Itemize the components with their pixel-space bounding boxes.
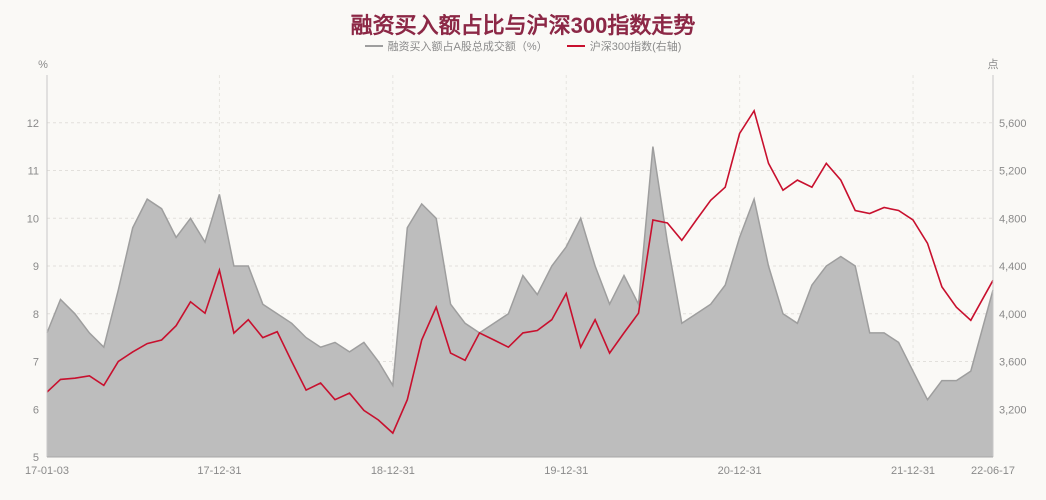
right-axis-unit: 点 bbox=[988, 58, 999, 71]
right-axis-tick-label: 4,000 bbox=[999, 309, 1027, 321]
legend-swatch-red bbox=[566, 45, 585, 47]
legend-label: 融资买入额占A股总成交额（%） bbox=[387, 41, 548, 53]
legend: 融资买入额占A股总成交额（%） 沪深300指数(右轴) bbox=[0, 38, 1046, 54]
left-axis-tick-label: 6 bbox=[33, 404, 39, 416]
hs300-line bbox=[46, 108, 994, 435]
left-axis-tick-label: 5 bbox=[33, 452, 39, 464]
x-axis-tick-label: 17-01-03 bbox=[25, 465, 69, 477]
right-axis-tick-label: 4,800 bbox=[999, 213, 1027, 225]
legend-swatch-gray bbox=[364, 45, 383, 47]
left-axis-tick-label: 12 bbox=[27, 118, 39, 130]
x-axis-tick-label: 18-12-31 bbox=[371, 465, 415, 477]
right-axis-tick-label: 5,200 bbox=[999, 166, 1027, 178]
right-axis-tick-label: 3,600 bbox=[999, 357, 1027, 369]
left-axis-tick-label: 10 bbox=[27, 213, 39, 225]
x-axis-tick-label: 22-06-17 bbox=[971, 465, 1015, 477]
left-axis-tick-label: 9 bbox=[33, 261, 39, 273]
x-axis-tick-label: 19-12-31 bbox=[544, 465, 588, 477]
x-axis-tick-label: 20-12-31 bbox=[718, 465, 762, 477]
legend-item-hs300: 沪深300指数(右轴) bbox=[566, 38, 682, 54]
left-axis-unit: % bbox=[38, 59, 48, 71]
x-axis-tick-label: 17-12-31 bbox=[197, 465, 241, 477]
right-axis-tick-label: 4,400 bbox=[999, 261, 1027, 273]
right-axis-tick-label: 5,600 bbox=[999, 118, 1027, 130]
left-axis-tick-label: 8 bbox=[33, 309, 39, 321]
left-axis-tick-label: 11 bbox=[28, 166, 39, 178]
right-axis-tick-label: 3,200 bbox=[999, 404, 1027, 416]
x-axis-tick-label: 21-12-31 bbox=[891, 465, 935, 477]
left-axis-tick-label: 7 bbox=[33, 357, 39, 369]
chart-title: 融资买入额占比与沪深300指数走势 bbox=[350, 13, 696, 38]
margin-ratio-line bbox=[46, 146, 994, 402]
margin-ratio-area bbox=[47, 146, 993, 457]
legend-label: 沪深300指数(右轴) bbox=[589, 41, 682, 53]
legend-item-margin-ratio: 融资买入额占A股总成交额（%） bbox=[364, 38, 548, 54]
